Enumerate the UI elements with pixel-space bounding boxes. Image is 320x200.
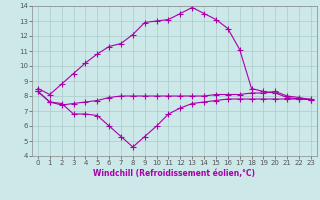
X-axis label: Windchill (Refroidissement éolien,°C): Windchill (Refroidissement éolien,°C) [93, 169, 255, 178]
